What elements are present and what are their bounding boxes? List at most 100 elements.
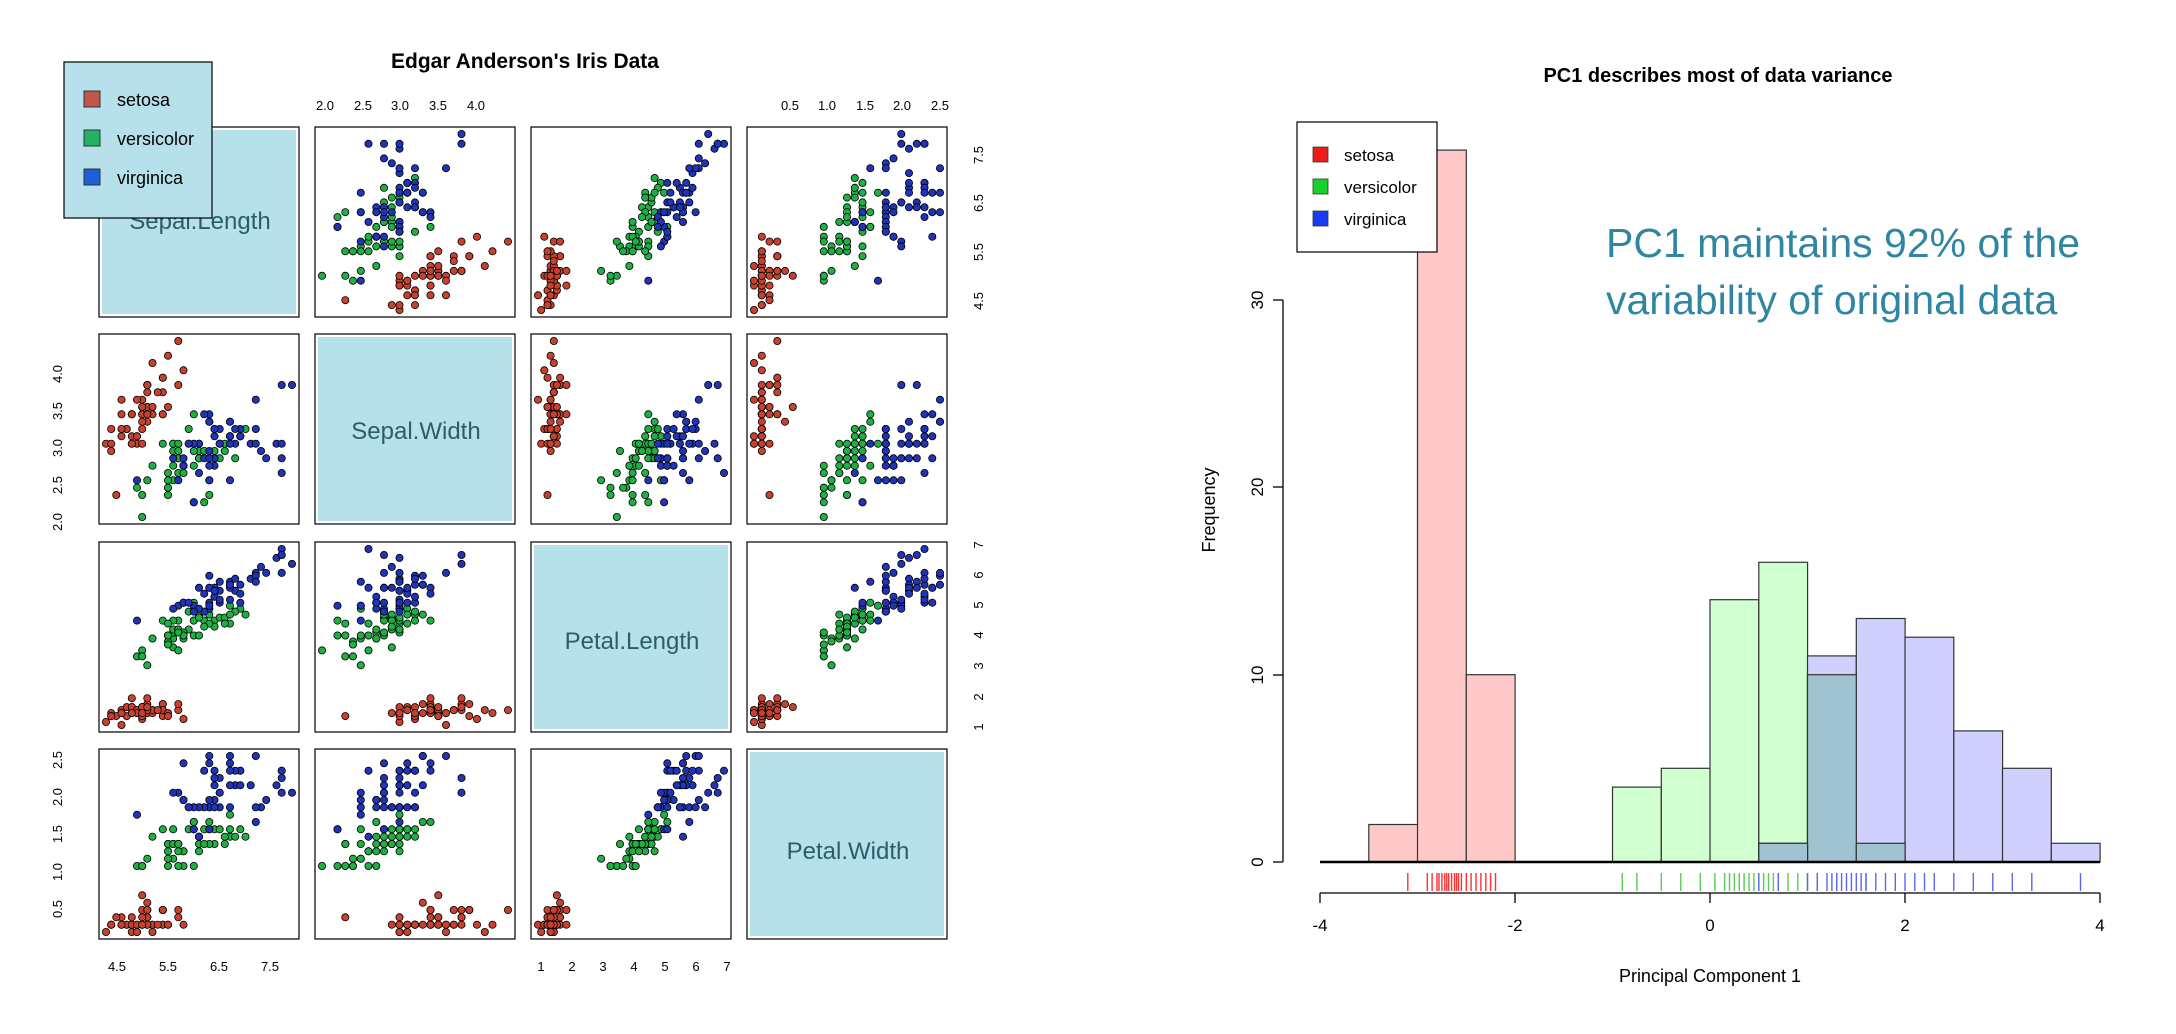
point-virginica	[387, 803, 396, 812]
point-versicolor	[628, 247, 637, 256]
point-virginica	[395, 781, 404, 790]
point-virginica	[395, 803, 404, 812]
panel-sepal-length-vs-petal-width	[746, 126, 948, 318]
point-virginica	[372, 803, 381, 812]
point-virginica	[277, 551, 286, 560]
point-virginica	[691, 208, 700, 217]
point-versicolor	[143, 476, 152, 485]
point-setosa	[107, 424, 116, 433]
point-virginica	[184, 598, 193, 607]
point-virginica	[132, 810, 141, 819]
point-versicolor	[631, 237, 640, 246]
point-versicolor	[348, 247, 357, 256]
point-versicolor	[835, 454, 844, 463]
point-versicolor	[858, 252, 867, 261]
panel-petal-width-vs-sepal-width	[314, 748, 516, 940]
point-virginica	[372, 796, 381, 805]
point-setosa	[543, 247, 552, 256]
point-versicolor	[634, 825, 643, 834]
point-versicolor	[138, 513, 147, 522]
point-virginica	[928, 583, 937, 592]
point-virginica	[356, 803, 365, 812]
point-virginica	[928, 454, 937, 463]
point-setosa	[418, 709, 427, 718]
legend-swatch-setosa	[83, 90, 101, 108]
point-virginica	[920, 203, 929, 212]
point-setosa	[158, 373, 167, 382]
point-virginica	[713, 139, 722, 148]
point-virginica	[205, 759, 214, 768]
point-virginica	[262, 568, 271, 577]
histogram-legend: setosa versicolor virginica	[1296, 121, 1438, 253]
point-virginica	[912, 439, 921, 448]
point-setosa	[765, 380, 774, 389]
point-setosa	[765, 296, 774, 305]
point-virginica	[132, 476, 141, 485]
point-setosa	[534, 395, 543, 404]
point-virginica	[928, 598, 937, 607]
point-setosa	[757, 694, 766, 703]
point-versicolor	[348, 862, 357, 871]
point-setosa	[127, 439, 136, 448]
point-setosa	[773, 373, 782, 382]
point-versicolor	[850, 183, 859, 192]
point-setosa	[543, 490, 552, 499]
point-virginica	[372, 598, 381, 607]
point-virginica	[881, 424, 890, 433]
point-setosa	[441, 920, 450, 929]
tick-label: 2.5	[50, 476, 65, 494]
point-versicolor	[625, 461, 634, 470]
point-versicolor	[625, 261, 634, 270]
point-versicolor	[194, 847, 203, 856]
point-versicolor	[850, 439, 859, 448]
y-tick-label: 0	[1248, 857, 1267, 866]
point-virginica	[379, 803, 388, 812]
point-virginica	[210, 432, 219, 441]
point-virginica	[441, 752, 450, 761]
point-virginica	[881, 188, 890, 197]
point-versicolor	[205, 818, 214, 827]
point-virginica	[897, 129, 906, 138]
tick-label: 6.5	[971, 194, 986, 212]
point-setosa	[426, 906, 435, 915]
point-virginica	[256, 562, 265, 571]
point-virginica	[457, 129, 466, 138]
point-virginica	[457, 551, 466, 560]
point-setosa	[179, 715, 188, 724]
point-virginica	[644, 810, 653, 819]
point-setosa	[102, 928, 111, 937]
point-virginica	[356, 237, 365, 246]
point-virginica	[679, 432, 688, 441]
point-versicolor	[356, 825, 365, 834]
point-virginica	[225, 476, 234, 485]
point-virginica	[682, 417, 691, 426]
point-setosa	[546, 446, 555, 455]
point-versicolor	[341, 862, 350, 871]
point-setosa	[465, 906, 474, 915]
point-versicolor	[858, 446, 867, 455]
point-virginica	[426, 766, 435, 775]
point-versicolor	[653, 424, 662, 433]
point-virginica	[251, 803, 260, 812]
point-virginica	[210, 766, 219, 775]
point-versicolor	[644, 424, 653, 433]
point-virginica	[866, 164, 875, 173]
point-virginica	[694, 395, 703, 404]
point-setosa	[143, 694, 152, 703]
point-versicolor	[827, 661, 836, 670]
point-setosa	[410, 291, 419, 300]
point-versicolor	[819, 483, 828, 492]
point-versicolor	[874, 188, 883, 197]
point-versicolor	[148, 832, 157, 841]
point-setosa	[174, 913, 183, 922]
point-virginica	[912, 454, 921, 463]
point-versicolor	[387, 622, 396, 631]
point-setosa	[562, 920, 571, 929]
point-setosa	[138, 424, 147, 433]
point-setosa	[387, 920, 396, 929]
panel-frame	[314, 126, 516, 318]
point-virginica	[356, 208, 365, 217]
point-virginica	[897, 139, 906, 148]
point-setosa	[395, 301, 404, 310]
point-setosa	[127, 694, 136, 703]
